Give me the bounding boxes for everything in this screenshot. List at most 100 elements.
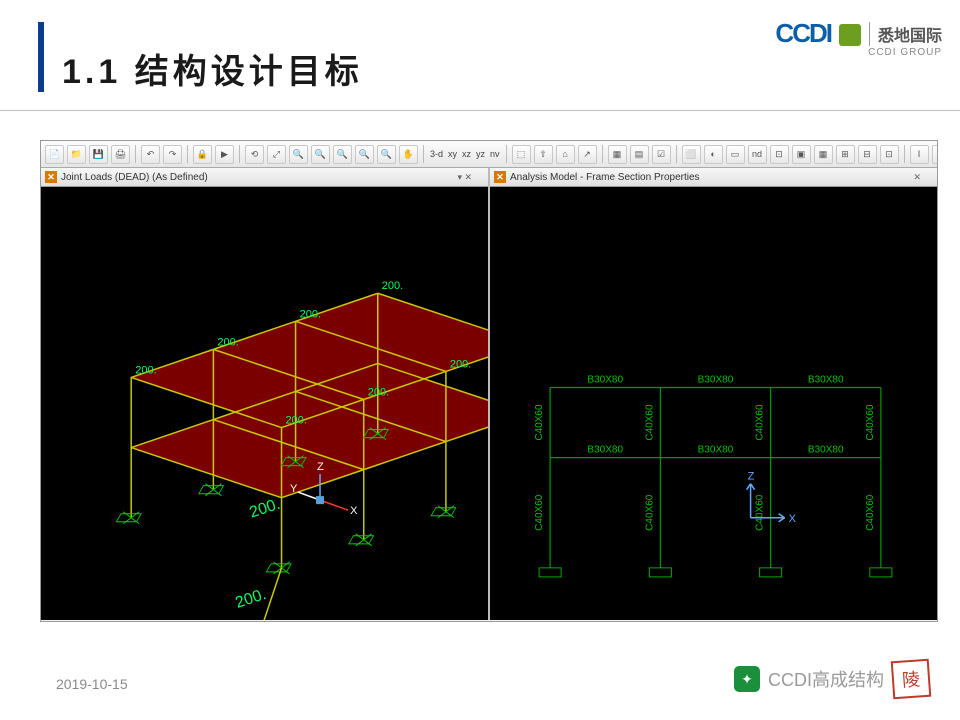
toolbar-button[interactable]: 🔍	[355, 145, 374, 164]
accent-bar	[38, 22, 44, 92]
svg-text:200.: 200.	[217, 336, 238, 348]
svg-text:B30X80: B30X80	[587, 374, 623, 385]
svg-text:B30X80: B30X80	[698, 445, 734, 456]
toolbar-button[interactable]: ↗	[578, 145, 597, 164]
svg-text:200.: 200.	[233, 585, 268, 612]
svg-text:C40X60: C40X60	[755, 404, 766, 441]
svg-text:Z: Z	[748, 471, 755, 483]
toolbar-separator	[904, 145, 905, 163]
left-tab[interactable]: ✕ Joint Loads (DEAD) (As Defined) ▾ ✕	[41, 168, 488, 187]
toolbar-button[interactable]: ⊞	[836, 145, 855, 164]
toolbar-separator	[239, 145, 240, 163]
toolbar-button[interactable]: ⇧	[534, 145, 553, 164]
toolbar-button[interactable]: 🔍	[377, 145, 396, 164]
toolbar-separator	[135, 145, 136, 163]
svg-text:B30X80: B30X80	[698, 374, 734, 385]
toolbar-button[interactable]: 📁	[67, 145, 86, 164]
toolbar-button[interactable]: ▭	[726, 145, 745, 164]
toolbar-separator	[506, 145, 507, 163]
toolbar-button[interactable]: ✋	[399, 145, 418, 164]
toolbar-view-xy[interactable]: xy	[447, 149, 458, 159]
svg-text:C40X60: C40X60	[534, 494, 545, 531]
toolbar-button[interactable]: ↷	[163, 145, 182, 164]
svg-text:200.: 200.	[135, 364, 156, 376]
svg-text:200.: 200.	[300, 308, 321, 320]
toolbar-view-yz[interactable]: yz	[475, 149, 486, 159]
toolbar-button[interactable]: ⊡	[880, 145, 899, 164]
toolbar-separator	[676, 145, 677, 163]
wechat-icon: ✦	[734, 666, 760, 692]
svg-text:B30X80: B30X80	[808, 445, 844, 456]
logo-cn: 悉地国际	[869, 22, 942, 46]
seal: 陵	[891, 659, 932, 700]
toolbar-button[interactable]: 🔒	[193, 145, 212, 164]
toolbar-view-3-d[interactable]: 3-d	[429, 149, 444, 159]
toolbar-button[interactable]: ▤	[630, 145, 649, 164]
right-view[interactable]: B30X80 B30X80 B30X80 B30X80 B30X80 B30X80 C40X…	[490, 187, 937, 620]
toolbar-button[interactable]: ⌂	[556, 145, 575, 164]
svg-text:C40X60: C40X60	[644, 494, 655, 531]
logo-ccdi: CCDI	[775, 18, 831, 49]
right-tab-title: Analysis Model - Frame Section Propertie…	[510, 172, 700, 183]
toolbar-separator	[423, 145, 424, 163]
svg-text:X: X	[789, 513, 797, 525]
svg-text:C40X60: C40X60	[865, 404, 876, 441]
left-tab-title: Joint Loads (DEAD) (As Defined)	[61, 172, 208, 183]
watermark: ✦ CCDI高成结构 陵	[734, 660, 930, 698]
app-window: 📄📁💾🖨↶↷🔒▶⟲⤢🔍🔍🔍🔍🔍✋3-dxyxzyznv⬚⇧⌂↗▦▤☑⬜◐▭nd⊡…	[40, 140, 938, 622]
toolbar-button[interactable]: 🔍	[289, 145, 308, 164]
toolbar-button[interactable]: 💾	[89, 145, 108, 164]
tab-icon: ✕	[45, 171, 57, 183]
logo: CCDI 悉地国际 CCDI GROUP	[775, 18, 942, 58]
svg-text:B30X80: B30X80	[587, 445, 623, 456]
svg-text:200.: 200.	[382, 280, 403, 292]
watermark-text: CCDI高成结构	[768, 666, 884, 692]
toolbar-button[interactable]: ⬚	[512, 145, 531, 164]
page-title: 1.1 结构设计目标	[62, 44, 363, 93]
toolbar-button[interactable]: 🖨	[111, 145, 130, 164]
right-tab[interactable]: ✕ Analysis Model - Frame Section Propert…	[490, 168, 937, 187]
right-pane: ✕ Analysis Model - Frame Section Propert…	[490, 168, 937, 620]
toolbar-button[interactable]: ◐	[704, 145, 723, 164]
toolbar-button[interactable]: ☑	[652, 145, 671, 164]
left-view[interactable]: 200.200.200.200.200.200.200.200.200.200.…	[41, 187, 488, 620]
tab-icon: ✕	[494, 171, 506, 183]
svg-text:C40X60: C40X60	[865, 494, 876, 531]
pin-icon[interactable]: ▾ ✕	[457, 172, 472, 183]
toolbar-button[interactable]: ▶	[215, 145, 234, 164]
toolbar: 📄📁💾🖨↶↷🔒▶⟲⤢🔍🔍🔍🔍🔍✋3-dxyxzyznv⬚⇧⌂↗▦▤☑⬜◐▭nd⊡…	[41, 141, 937, 168]
toolbar-button[interactable]: ⤢	[267, 145, 286, 164]
toolbar-button[interactable]: 🔍	[333, 145, 352, 164]
toolbar-button[interactable]: I	[910, 145, 929, 164]
toolbar-separator	[187, 145, 188, 163]
toolbar-button[interactable]: ▦	[608, 145, 627, 164]
toolbar-button[interactable]: ▦	[814, 145, 833, 164]
pin-icon[interactable]: ✕	[913, 172, 921, 183]
svg-text:200.: 200.	[450, 358, 471, 370]
divider	[0, 110, 960, 111]
toolbar-button[interactable]: 📄	[45, 145, 64, 164]
toolbar-button[interactable]: ⊟	[858, 145, 877, 164]
svg-text:C40X60: C40X60	[755, 494, 766, 531]
left-pane: ✕ Joint Loads (DEAD) (As Defined) ▾ ✕ 20…	[41, 168, 490, 620]
toolbar-button[interactable]: ↶	[141, 145, 160, 164]
toolbar-button[interactable]: nd	[748, 145, 767, 164]
svg-text:Z: Z	[317, 461, 324, 473]
svg-text:X: X	[350, 505, 358, 517]
toolbar-separator	[602, 145, 603, 163]
svg-text:200.: 200.	[247, 495, 282, 522]
date: 2019-10-15	[56, 676, 128, 692]
logo-mark	[839, 24, 861, 46]
svg-text:200.: 200.	[368, 386, 389, 398]
toolbar-button[interactable]: ⬜	[682, 145, 701, 164]
toolbar-button[interactable]: ⊡	[770, 145, 789, 164]
svg-text:B30X80: B30X80	[808, 374, 844, 385]
toolbar-button[interactable]: ◦	[932, 145, 937, 164]
svg-text:C40X60: C40X60	[534, 404, 545, 441]
toolbar-button[interactable]: ⟲	[245, 145, 264, 164]
toolbar-button[interactable]: 🔍	[311, 145, 330, 164]
toolbar-view-xz[interactable]: xz	[461, 149, 472, 159]
svg-text:Y: Y	[290, 483, 298, 495]
toolbar-button[interactable]: ▣	[792, 145, 811, 164]
toolbar-view-nv[interactable]: nv	[489, 149, 501, 159]
